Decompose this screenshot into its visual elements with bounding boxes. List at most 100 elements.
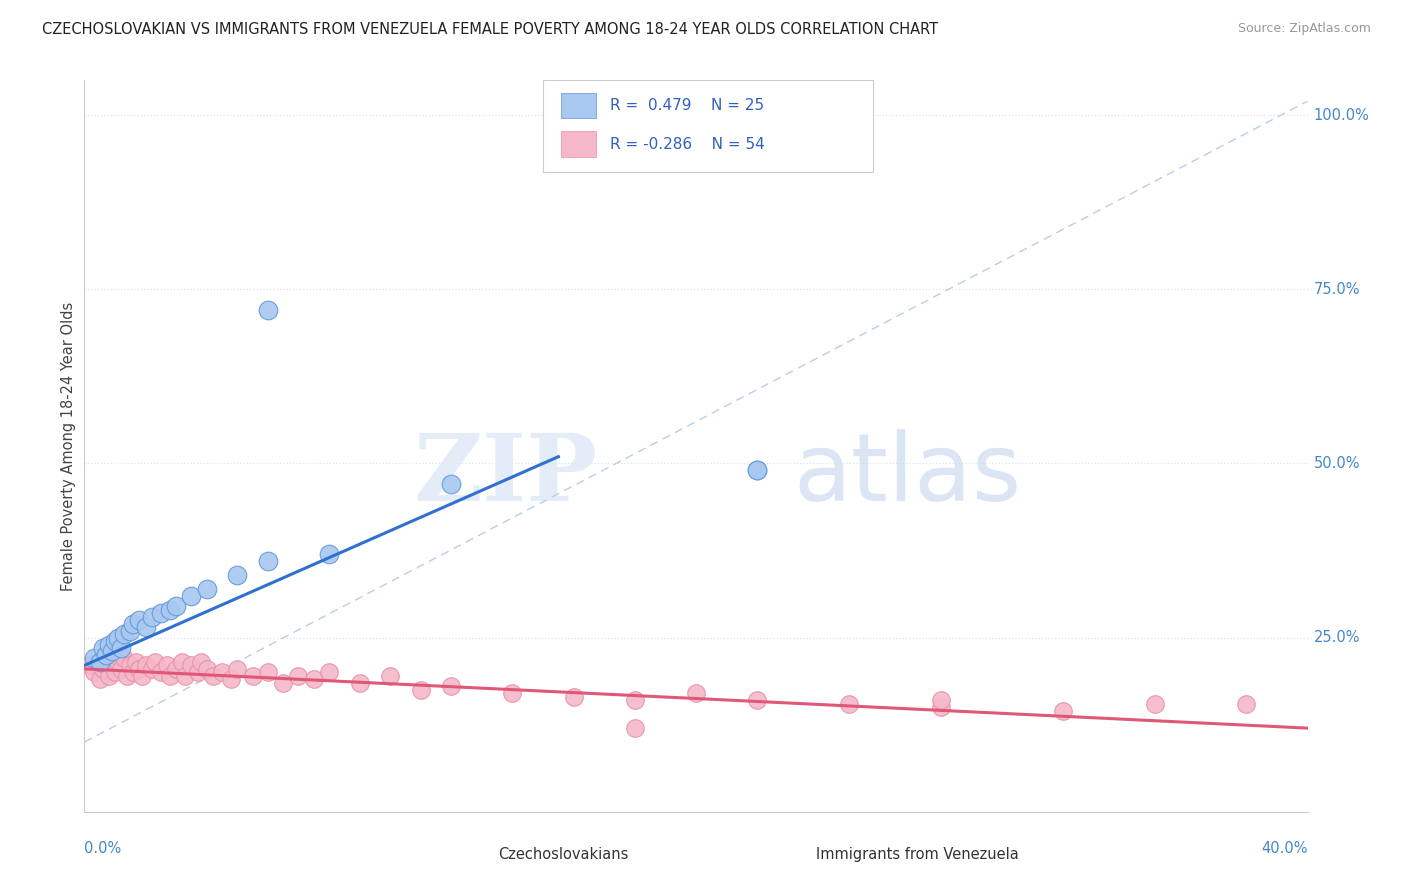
Point (380, 669, 402, 683)
Point (624, 721, 647, 735)
Bar (561, 93, 596, 119)
Point (440, 679, 463, 693)
Point (104, 634, 127, 648)
Point (115, 669, 138, 683)
Text: 100.0%: 100.0% (1313, 108, 1369, 122)
Point (110, 662, 132, 676)
Point (180, 589, 202, 603)
Point (89, 655, 111, 669)
Point (135, 658, 157, 673)
Point (302, 673, 325, 687)
Point (94, 648, 117, 662)
Point (120, 624, 142, 638)
Point (165, 662, 187, 676)
Point (1143, 697, 1166, 711)
Point (174, 669, 197, 683)
Point (97, 669, 120, 683)
Text: R = -0.286    N = 54: R = -0.286 N = 54 (610, 137, 765, 153)
Point (141, 662, 163, 676)
Point (125, 655, 148, 669)
Text: atlas: atlas (794, 429, 1022, 521)
Point (562, 690, 585, 704)
Point (165, 599, 187, 614)
Point (128, 613, 150, 627)
Text: Source: ZipAtlas.com: Source: ZipAtlas.com (1237, 22, 1371, 36)
Point (143, 655, 166, 669)
Point (257, 303, 280, 318)
Point (120, 658, 142, 673)
Text: ZIP: ZIP (413, 430, 598, 520)
Point (180, 658, 202, 673)
Point (186, 665, 208, 680)
Point (318, 547, 340, 561)
Point (195, 582, 218, 596)
Point (149, 665, 172, 680)
Point (107, 655, 129, 669)
Point (97, 638, 120, 652)
Point (838, 697, 860, 711)
Point (122, 665, 145, 680)
Point (226, 567, 249, 582)
Point (91, 640, 114, 655)
Y-axis label: Female Poverty Among 18-24 Year Olds: Female Poverty Among 18-24 Year Olds (60, 301, 76, 591)
Point (94, 651, 117, 665)
Point (83, 665, 105, 680)
Point (747, 463, 769, 477)
Point (409, 682, 432, 697)
Point (190, 655, 212, 669)
Point (929, 700, 952, 714)
Point (685, 686, 707, 700)
Text: 0.0%: 0.0% (84, 841, 121, 856)
Point (440, 477, 463, 491)
Point (287, 669, 309, 683)
Point (104, 665, 127, 680)
Point (257, 554, 280, 568)
Point (141, 609, 163, 624)
Point (112, 627, 135, 641)
Point (1234, 697, 1257, 711)
Point (502, 686, 524, 700)
Point (91, 662, 114, 676)
Point (201, 669, 224, 683)
Point (122, 616, 145, 631)
Text: 75.0%: 75.0% (1313, 282, 1360, 297)
Point (112, 651, 135, 665)
Text: 25.0%: 25.0% (1313, 630, 1360, 645)
Text: R =  0.479    N = 25: R = 0.479 N = 25 (610, 98, 765, 113)
Point (172, 655, 194, 669)
Point (149, 606, 172, 620)
Point (318, 665, 340, 680)
Point (242, 669, 264, 683)
Point (135, 620, 157, 634)
Point (747, 693, 769, 707)
Point (929, 693, 952, 707)
Point (83, 651, 105, 665)
Point (156, 658, 179, 673)
Bar (561, 131, 596, 157)
Point (86, 655, 108, 669)
Point (131, 669, 153, 683)
Point (107, 631, 129, 645)
Point (257, 665, 280, 680)
Text: 50.0%: 50.0% (1313, 456, 1360, 471)
Point (211, 665, 233, 680)
Text: CZECHOSLOVAKIAN VS IMMIGRANTS FROM VENEZUELA FEMALE POVERTY AMONG 18-24 YEAR OLD: CZECHOSLOVAKIAN VS IMMIGRANTS FROM VENEZ… (42, 22, 938, 37)
FancyBboxPatch shape (543, 80, 873, 171)
Point (110, 640, 132, 655)
Bar (451, 847, 488, 863)
Point (195, 662, 218, 676)
Point (747, 463, 769, 477)
Point (219, 673, 242, 687)
Point (349, 676, 371, 690)
Point (79, 658, 101, 673)
Point (101, 644, 124, 658)
Point (271, 676, 294, 690)
Bar (769, 847, 806, 863)
Text: Czechoslovakians: Czechoslovakians (498, 847, 628, 863)
Point (159, 669, 181, 683)
Point (159, 603, 181, 617)
Point (624, 693, 647, 707)
Point (128, 662, 150, 676)
Point (226, 662, 249, 676)
Text: 40.0%: 40.0% (1261, 841, 1308, 856)
